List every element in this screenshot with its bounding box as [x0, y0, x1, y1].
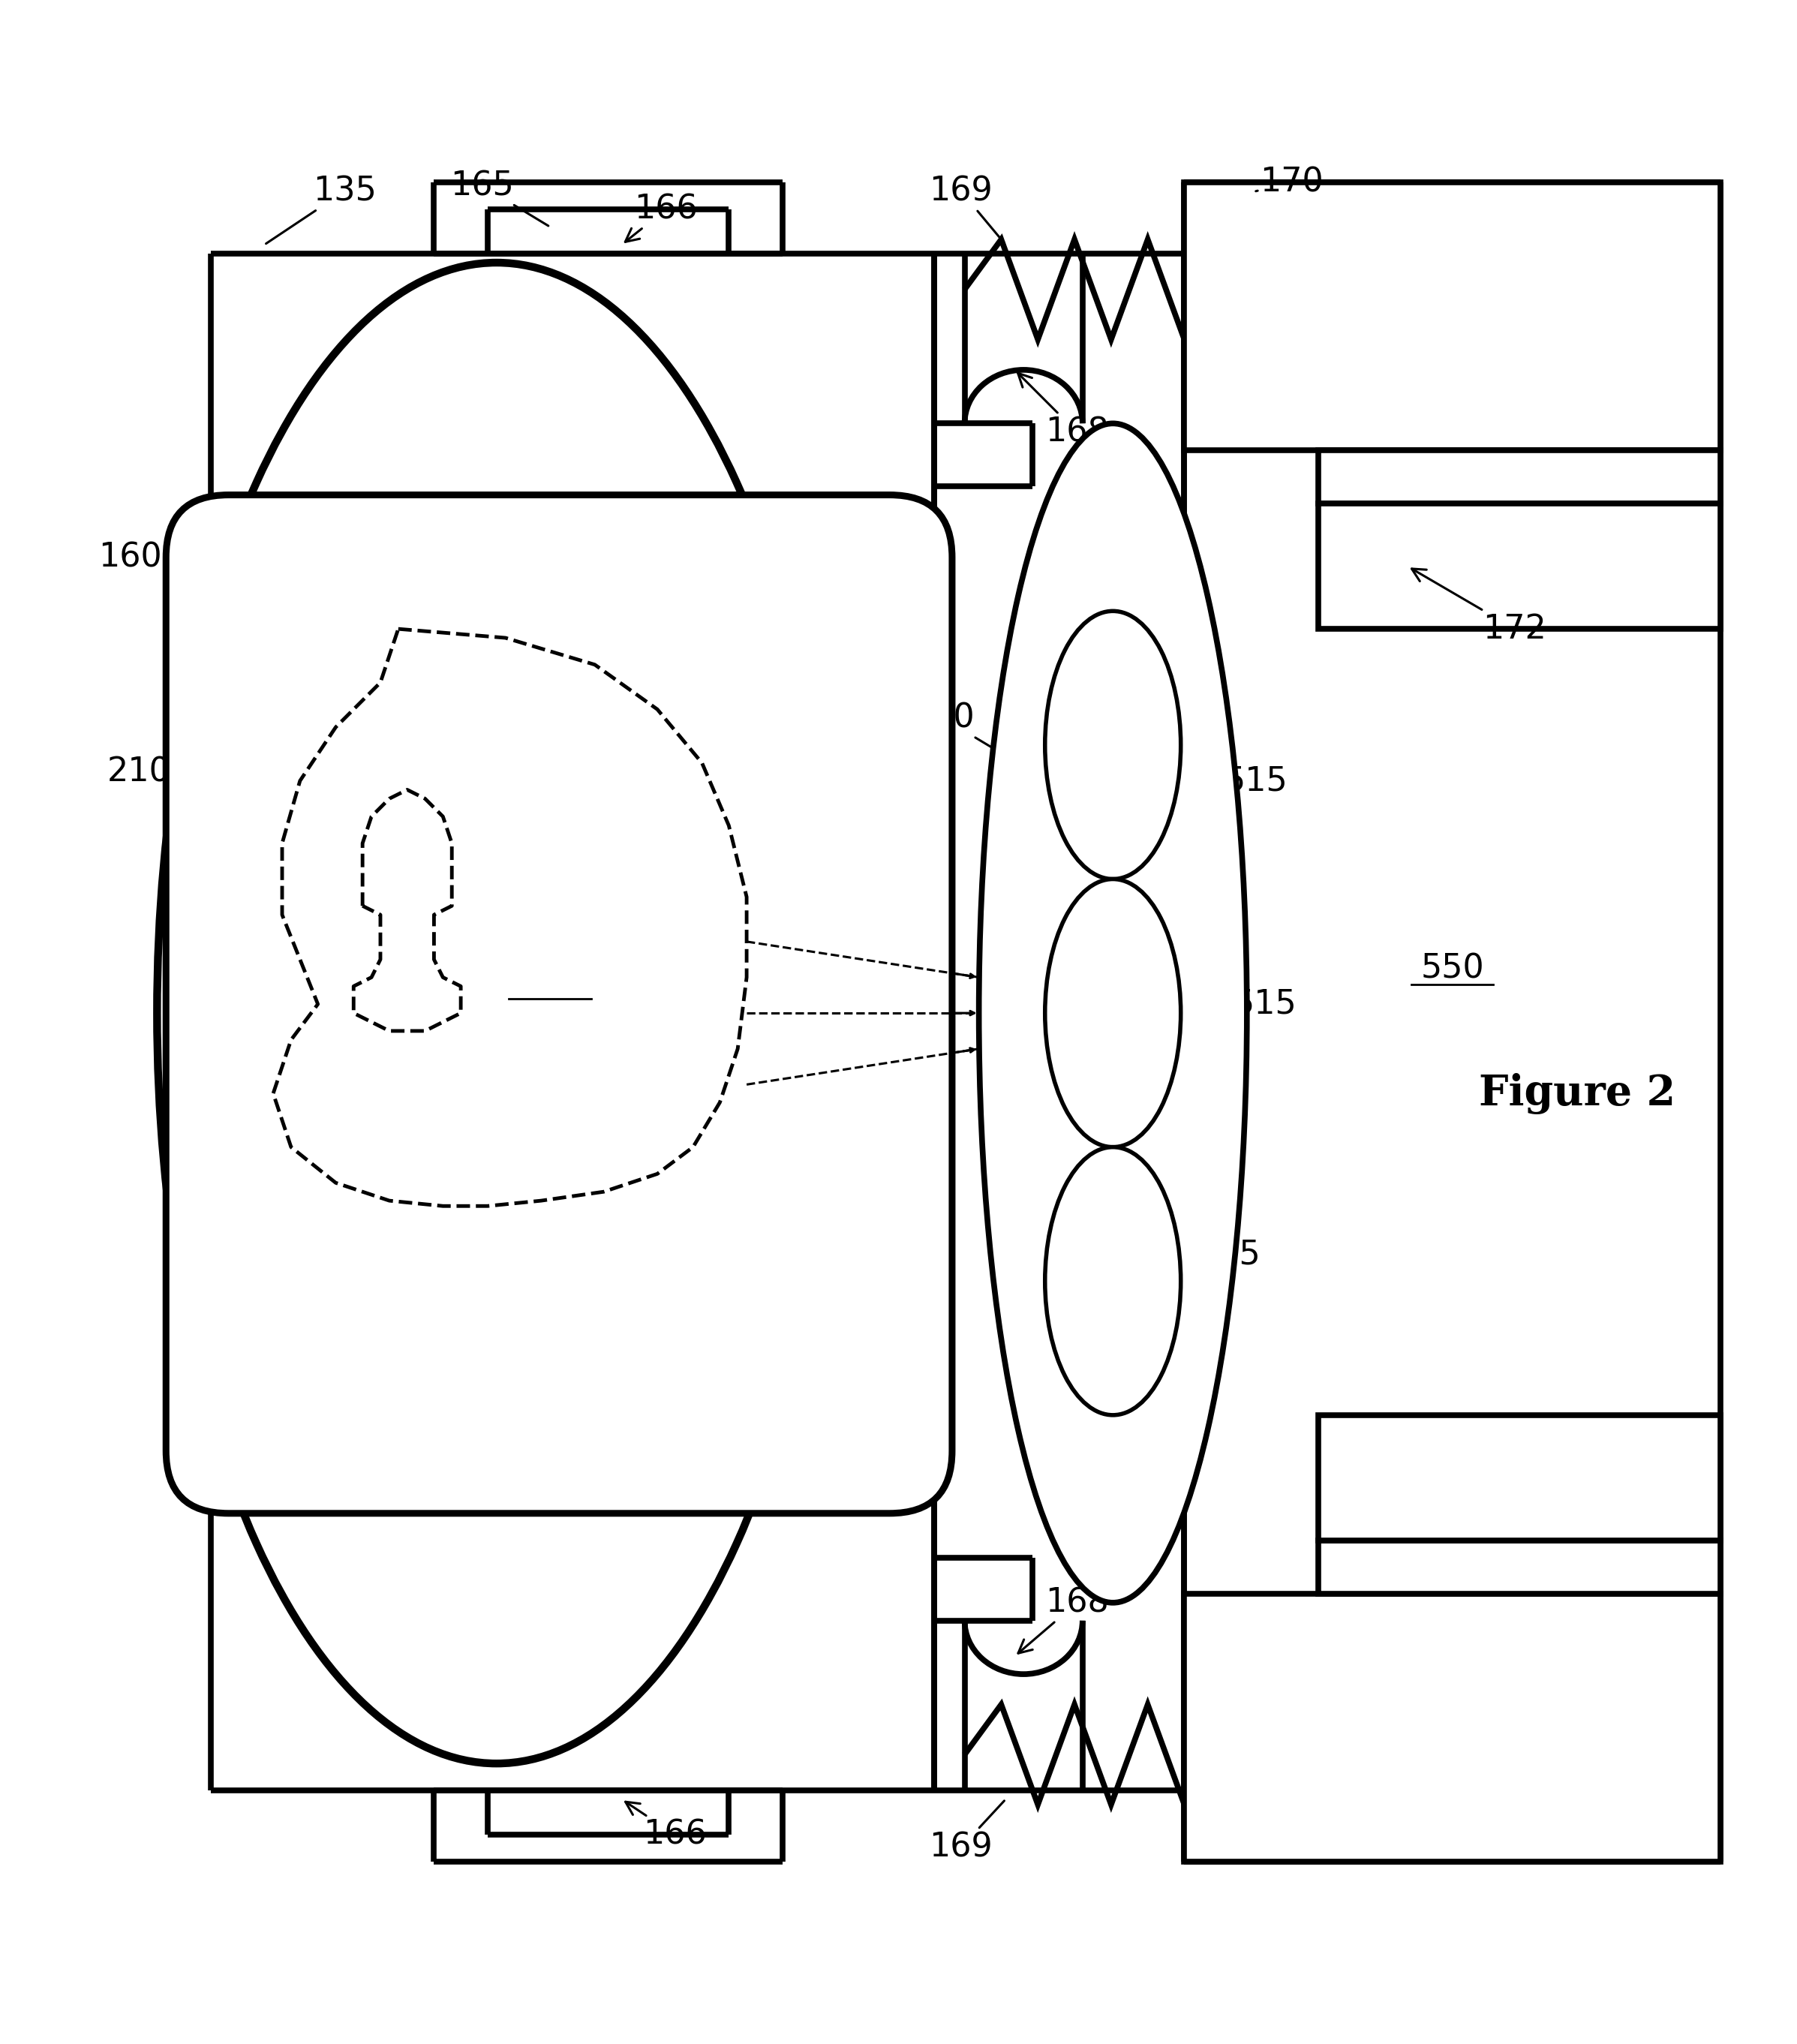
Ellipse shape [1046, 1147, 1181, 1414]
Text: 166: 166 [625, 192, 697, 241]
Text: 130: 130 [205, 953, 314, 1020]
Ellipse shape [979, 423, 1247, 1602]
Bar [1319, 505, 1720, 630]
Text: 160: 160 [99, 542, 253, 628]
Text: 135: 135 [266, 176, 377, 243]
Text: 168: 168 [1017, 374, 1109, 448]
Text: 210: 210 [108, 693, 288, 789]
Text: 165: 165 [451, 170, 548, 225]
Bar [1319, 450, 1720, 505]
Bar [1184, 1594, 1720, 1862]
Text: 550: 550 [1421, 953, 1484, 985]
Bar [1319, 1539, 1720, 1594]
Text: 169: 169 [929, 176, 1005, 243]
Text: 169: 169 [929, 1801, 1005, 1864]
Text: 141: 141 [358, 738, 420, 848]
Ellipse shape [156, 262, 836, 1764]
Ellipse shape [1046, 879, 1181, 1147]
Text: 170: 170 [1256, 166, 1323, 198]
Text: Figure 2: Figure 2 [1479, 1073, 1677, 1114]
Text: 510: 510 [911, 703, 1028, 769]
Text: 515: 515 [1181, 987, 1297, 1020]
Text: 140: 140 [518, 971, 582, 1002]
Text: 166: 166 [625, 1803, 706, 1852]
Ellipse shape [1046, 611, 1181, 879]
FancyBboxPatch shape [165, 495, 952, 1513]
Text: 515: 515 [1181, 760, 1288, 797]
Text: 172: 172 [1412, 568, 1547, 646]
Bar [1319, 1414, 1720, 1539]
Text: 515: 515 [1179, 1239, 1261, 1280]
Bar [1184, 182, 1720, 450]
Text: 168: 168 [1019, 1586, 1109, 1654]
